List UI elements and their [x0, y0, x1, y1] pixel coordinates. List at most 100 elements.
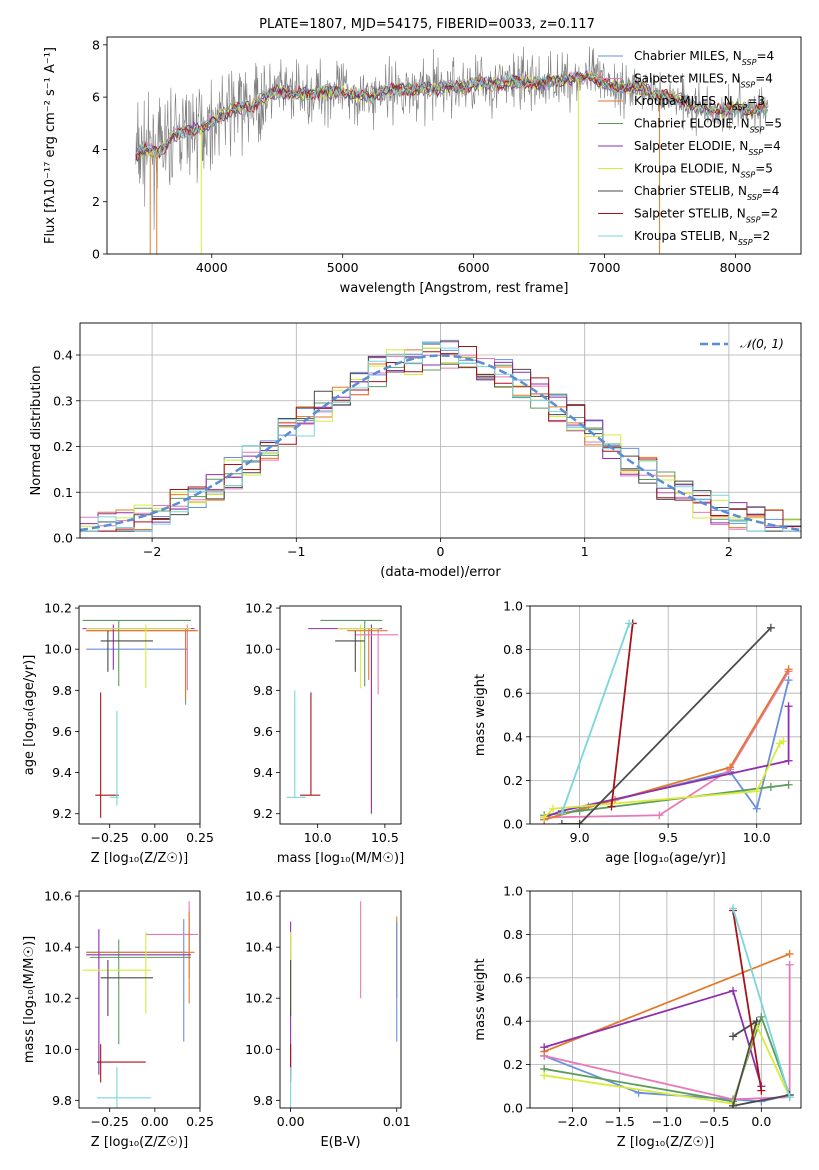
y-tick-label: 0.8 — [503, 642, 523, 657]
plot-area — [530, 606, 801, 824]
y-tick-label: 0.0 — [503, 1101, 523, 1116]
y-tick-label: 0.4 — [503, 1014, 523, 1029]
x-tick-label: 0.0 — [751, 1114, 771, 1129]
x-axis-label: (data-model)/error — [380, 565, 501, 580]
weight-marker-chabrier-elodie — [766, 782, 775, 791]
x-tick-label: 10.5 — [371, 830, 399, 845]
y-tick-label: 0.2 — [503, 1057, 523, 1072]
panel-mass-vs-Z: −0.25 0.00 0.25 9.8 10.0 10.2 10.4 10.6 Z [log₁₀… — [22, 889, 214, 1150]
x-tick-label: 0.25 — [186, 830, 214, 845]
panel-age-vs-Z: −0.25 0.00 0.25 9.2 9.4 9.6 9.8 10.0 10.2 Z [log₁… — [22, 601, 214, 866]
y-tick-label: 9.8 — [253, 683, 273, 698]
x-axis-label: wavelength [Angstrom, rest frame] — [340, 281, 569, 296]
x-tick-label: 0.00 — [141, 1114, 169, 1129]
plot-area — [530, 891, 801, 1108]
x-axis-label: age [log₁₀(age/yr)] — [605, 851, 726, 866]
y-axis-label: mass weight — [473, 958, 488, 1040]
weight-marker-kroupa-stelib — [729, 904, 738, 913]
plot-area — [82, 901, 199, 1108]
weight-marker-salpeter-miles — [655, 811, 664, 820]
y-tick-label: 10.6 — [44, 889, 72, 904]
histogram-chabrier-elodie — [80, 339, 801, 538]
plot-area — [82, 619, 199, 818]
y-axis-label: age [log₁₀(age/yr)] — [22, 655, 37, 776]
legend-label: Kroupa ELODIE, NSSP=5 — [634, 162, 773, 180]
y-tick-label: 10.2 — [245, 601, 273, 616]
weight-marker-salpeter-elodie — [729, 986, 738, 995]
x-tick-label: −2 — [143, 544, 161, 559]
y-tick-label: 2 — [92, 194, 100, 209]
x-tick-label: 1 — [581, 544, 589, 559]
weight-marker-salpeter-miles — [785, 960, 794, 969]
panel-spectrum: 4000 5000 6000 7000 8000 0 2 4 6 8 wavelength [Ang… — [43, 36, 802, 296]
weight-line-salpeter-stelib — [610, 623, 634, 807]
y-tick-label: 9.6 — [253, 724, 273, 739]
weight-marker-chabrier-miles — [752, 804, 761, 813]
y-tick-label: 10.0 — [44, 1042, 72, 1057]
y-axis-label: mass [log₁₀(M/M☉)] — [22, 936, 37, 1063]
axes-frame — [279, 605, 402, 825]
legend-label: Chabrier ELODIE, NSSP=5 — [634, 117, 782, 135]
weight-line-chabrier-stelib — [731, 1019, 790, 1107]
panel-age-vs-mass: 10.0 10.5 9.2 9.4 9.6 9.8 10.0 10.2 mass [log₁₀(… — [245, 601, 404, 866]
legend-label: Kroupa MILES, NSSP=3 — [634, 94, 765, 112]
weight-marker-kroupa-elodie — [540, 1071, 549, 1080]
y-tick-label: 0.2 — [53, 439, 73, 454]
weight-marker-kroupa-miles — [784, 665, 793, 674]
weight-marker-kroupa-miles — [726, 763, 735, 772]
axes-frame — [79, 322, 802, 539]
legend-label-normal: 𝒩(0, 1) — [740, 337, 784, 351]
x-tick-label: 7000 — [589, 260, 621, 275]
x-tick-label: −1 — [287, 544, 305, 559]
y-tick-label: 0.6 — [503, 686, 523, 701]
weight-marker-chabrier-stelib — [729, 1032, 738, 1041]
panel-residuals: −2 −1 0 1 2 0.0 0.1 0.2 0.3 0.4 (data-model)/error… — [29, 322, 802, 580]
weight-marker-chabrier-stelib — [575, 820, 584, 824]
legend-label: Chabrier STELIB, NSSP=4 — [634, 184, 779, 202]
weight-marker-kroupa-elodie — [549, 804, 558, 813]
x-tick-label: 0 — [437, 544, 445, 559]
x-tick-label: 6000 — [458, 260, 490, 275]
histogram-salpeter-stelib — [80, 346, 801, 538]
axes-frame — [529, 605, 802, 825]
chart-title: PLATE=1807, MJD=54175, FIBERID=0033, z=0… — [259, 17, 595, 32]
y-tick-label: 0.0 — [53, 531, 73, 546]
y-tick-label: 9.8 — [52, 1093, 72, 1108]
y-tick-label: 10.0 — [245, 642, 273, 657]
y-axis-label: Normed distribution — [29, 366, 44, 496]
y-tick-label: 1.0 — [503, 599, 523, 614]
x-tick-label: −1.0 — [652, 1114, 682, 1129]
observed-spectrum — [135, 46, 769, 231]
axes-frame — [529, 890, 802, 1109]
plot-area — [135, 46, 769, 254]
histogram-kroupa-stelib — [80, 342, 801, 538]
legend-label: Salpeter STELIB, NSSP=2 — [634, 207, 778, 225]
model-spectrum-chabrier-stelib — [135, 71, 768, 163]
axes-frame — [78, 605, 201, 825]
y-tick-label: 0.1 — [53, 485, 73, 500]
y-tick-label: 9.4 — [52, 765, 72, 780]
x-tick-label: 0.00 — [141, 830, 169, 845]
weight-line-kroupa-miles — [543, 668, 790, 821]
x-tick-label: −0.25 — [91, 1114, 129, 1129]
weight-marker-chabrier-stelib — [752, 1017, 761, 1026]
y-tick-label: 6 — [92, 90, 100, 105]
x-tick-label: 0.25 — [186, 1114, 214, 1129]
weight-marker-kroupa-stelib — [625, 619, 634, 628]
weight-marker-kroupa-miles — [785, 949, 794, 958]
y-tick-label: 0.0 — [503, 817, 523, 832]
y-axis-label: mass weight — [473, 674, 488, 756]
x-tick-label: 10.0 — [304, 830, 332, 845]
histogram-kroupa-elodie — [80, 347, 801, 538]
y-tick-label: 1.0 — [503, 884, 523, 899]
y-tick-label: 10.4 — [245, 940, 273, 955]
y-tick-label: 4 — [92, 142, 100, 157]
plot-area — [290, 901, 398, 1108]
weight-line-kroupa-stelib — [561, 623, 631, 814]
weight-marker-kroupa-stelib — [785, 1093, 794, 1102]
panel-weight-vs-age: 9.0 9.5 10.0 0.0 0.2 0.4 0.6 0.8 1.0 age [log₁₀(a… — [473, 599, 802, 866]
model-spectrum-salpeter-stelib — [135, 71, 768, 161]
y-tick-label: 9.2 — [253, 806, 273, 821]
x-tick-label: 4000 — [196, 260, 228, 275]
axes-frame — [78, 890, 201, 1109]
